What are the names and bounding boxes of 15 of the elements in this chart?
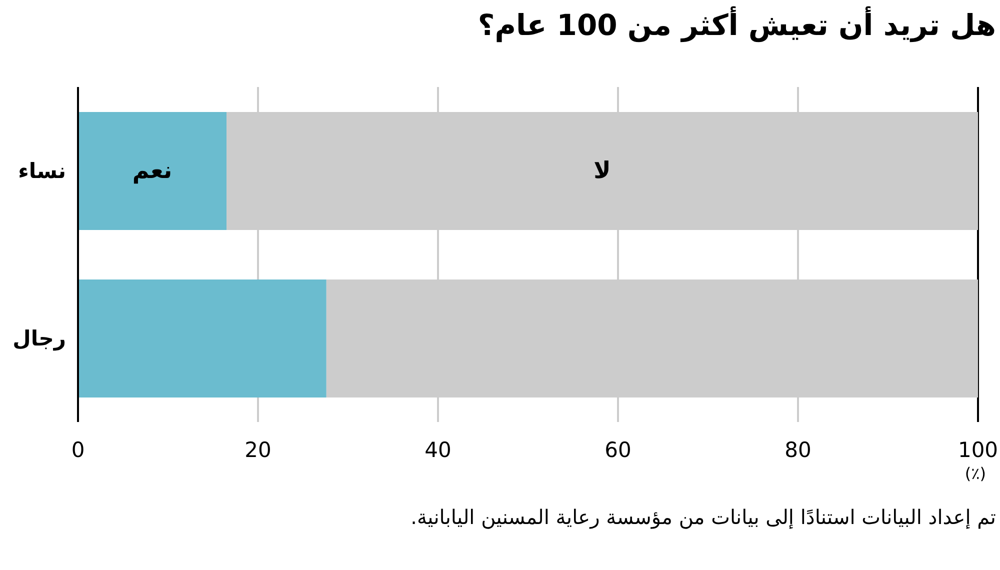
x-tick-label: 60 (604, 438, 632, 462)
x-tick-label: 100 (958, 438, 998, 462)
x-tick-label: 0 (71, 438, 85, 462)
y-tick-label: نساء (18, 159, 66, 184)
x-tick-label: 40 (424, 438, 452, 462)
text: تم إعداد البيانات استنادًا إلى بيانات من مؤسسة رعاية المسنين اليابانية. (410, 504, 996, 531)
series-label: لا (594, 158, 611, 184)
y-tick-label: رجال (12, 326, 66, 352)
x-tick-label: 20 (244, 438, 272, 462)
bar (78, 112, 226, 230)
x-tick-label: 80 (784, 438, 812, 462)
chart-title: هل تريد أن تعيش أكثر من 100 عام؟ (478, 8, 996, 42)
bar (78, 280, 326, 398)
x-axis-title: (٪) (964, 464, 986, 483)
series-label: نعم (132, 158, 172, 184)
